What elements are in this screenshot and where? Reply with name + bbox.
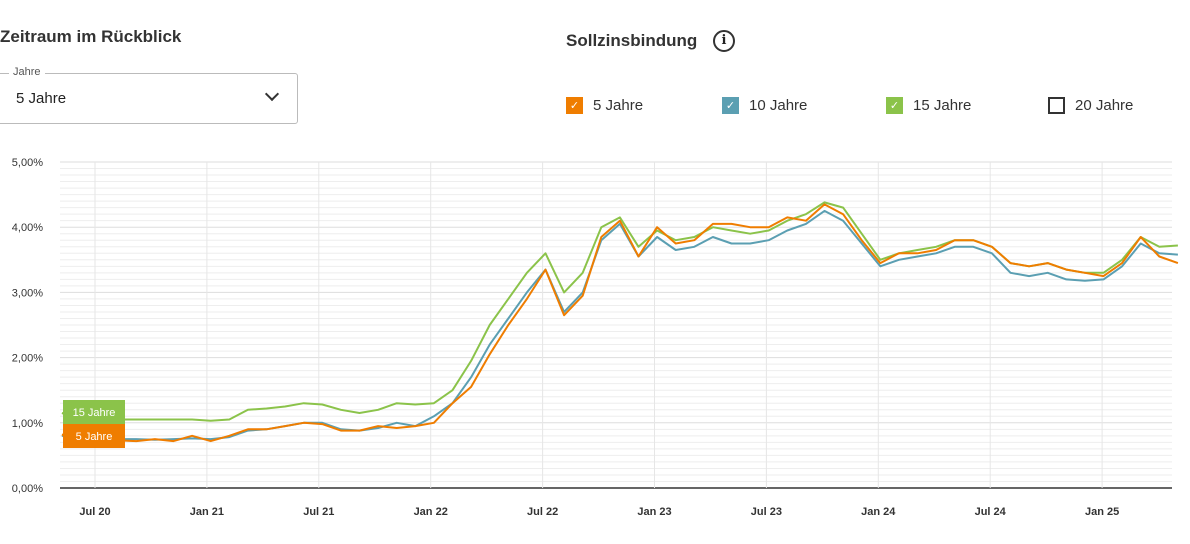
x-tick-label: Jul 24 bbox=[975, 506, 1007, 518]
series-line-5-jahre bbox=[61, 203, 1179, 444]
checkbox-15-jahre[interactable]: ✓ 15 Jahre bbox=[886, 97, 971, 114]
series-label: 5 Jahre bbox=[76, 431, 113, 443]
period-title: Zeitraum im Rückblick bbox=[0, 27, 182, 46]
checkbox-checked-icon: ✓ bbox=[722, 97, 739, 114]
series-label: 15 Jahre bbox=[73, 407, 116, 419]
y-tick-label: 3,00% bbox=[12, 287, 43, 299]
dropdown-value: 5 Jahre bbox=[16, 90, 67, 107]
y-tick-label: 0,00% bbox=[12, 483, 43, 495]
x-tick-label: Jan 23 bbox=[637, 506, 671, 518]
checkbox-10-jahre[interactable]: ✓ 10 Jahre bbox=[722, 97, 807, 114]
x-tick-label: Jul 21 bbox=[303, 506, 334, 518]
x-tick-label: Jan 25 bbox=[1085, 506, 1119, 518]
x-tick-label: Jan 24 bbox=[861, 506, 896, 518]
fixed-rate-title: Sollzinsbindung bbox=[566, 31, 698, 50]
x-tick-label: Jul 22 bbox=[527, 506, 558, 518]
checkbox-label: 5 Jahre bbox=[593, 97, 644, 114]
checkbox-label: 20 Jahre bbox=[1075, 97, 1134, 114]
years-dropdown[interactable]: Jahre 5 Jahre bbox=[0, 66, 298, 124]
chevron-down-icon bbox=[264, 86, 280, 102]
dropdown-label: Jahre bbox=[9, 66, 45, 78]
x-tick-label: Jul 20 bbox=[79, 506, 110, 518]
checkbox-checked-icon: ✓ bbox=[566, 97, 583, 114]
x-tick-label: Jan 21 bbox=[190, 506, 224, 518]
series-label-bg bbox=[63, 400, 125, 424]
checkbox-label: 10 Jahre bbox=[749, 97, 808, 114]
x-tick-label: Jan 22 bbox=[414, 506, 448, 518]
x-tick-label: Jul 23 bbox=[751, 506, 782, 518]
checkbox-label: 15 Jahre bbox=[913, 97, 972, 114]
info-icon[interactable]: i bbox=[713, 30, 735, 52]
series-label-bg bbox=[63, 424, 125, 448]
checkbox-5-jahre[interactable]: ✓ 5 Jahre bbox=[566, 97, 643, 114]
checkbox-unchecked-icon bbox=[1048, 97, 1065, 114]
y-tick-label: 1,00% bbox=[12, 418, 43, 430]
checkbox-checked-icon: ✓ bbox=[886, 97, 903, 114]
y-tick-label: 5,00% bbox=[12, 157, 43, 169]
y-tick-label: 2,00% bbox=[12, 353, 43, 365]
checkbox-20-jahre[interactable]: 20 Jahre bbox=[1048, 97, 1133, 114]
interest-rate-chart: 0,00% 1,00% 2,00% 3,00% 4,00% 5,00% Jul 20 Jan … bbox=[12, 157, 1179, 518]
series-line-10-jahre bbox=[61, 209, 1178, 441]
y-tick-label: 4,00% bbox=[12, 222, 43, 234]
